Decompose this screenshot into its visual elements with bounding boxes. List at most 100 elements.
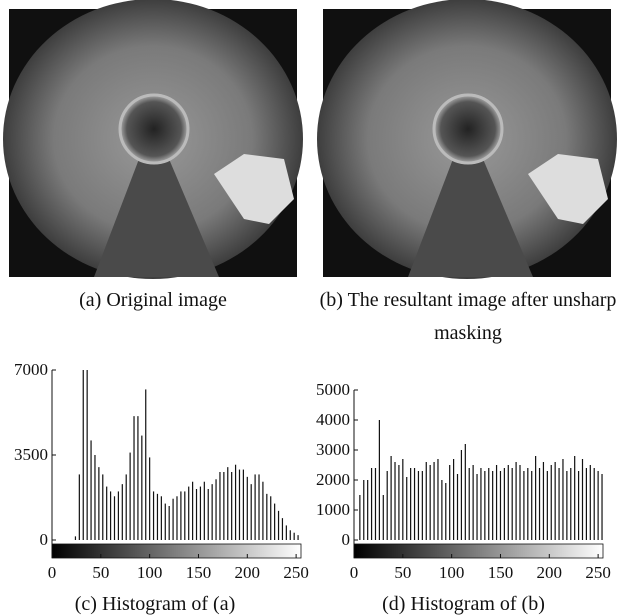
bar — [535, 456, 537, 540]
bar — [413, 468, 416, 540]
bar — [231, 472, 233, 540]
bar — [188, 486, 190, 540]
bar — [402, 459, 404, 540]
bar — [176, 496, 178, 540]
bar — [577, 471, 580, 540]
x-tick-label: 150 — [488, 563, 514, 582]
bar — [262, 481, 264, 540]
y-tick-label: 1000 — [316, 500, 350, 519]
bar — [113, 496, 116, 540]
bar — [460, 450, 463, 540]
bar — [285, 525, 287, 540]
x-tick-label: 250 — [283, 563, 309, 582]
caption: (d) Histogram of (b) — [382, 593, 545, 615]
bar — [589, 465, 591, 540]
bar — [289, 530, 291, 540]
colorbar — [353, 543, 604, 559]
bar — [581, 459, 584, 540]
bar — [90, 440, 92, 540]
bar — [133, 416, 135, 540]
caption: (b) The resultant image after unsharp ma… — [319, 289, 617, 344]
bar — [476, 474, 478, 540]
x-tick-label: 200 — [537, 563, 563, 582]
bar — [495, 465, 498, 540]
bar — [453, 459, 455, 540]
x-tick-label: 150 — [186, 563, 212, 582]
x-tick-label: 0 — [48, 563, 57, 582]
bar — [74, 536, 77, 540]
bar — [468, 468, 470, 540]
bar — [258, 474, 260, 540]
bar — [542, 462, 545, 540]
y-tick-label: 0 — [342, 530, 351, 549]
bar — [515, 462, 517, 540]
bar — [192, 481, 194, 540]
bar — [184, 491, 186, 540]
y-tick-label: 4000 — [316, 410, 350, 429]
bar — [492, 471, 494, 540]
bar — [597, 471, 599, 540]
colorbar — [51, 543, 302, 559]
caption: (c) Histogram of (a) — [74, 593, 236, 615]
x-tick-label: 250 — [585, 563, 611, 582]
bar — [145, 389, 147, 540]
bar — [270, 496, 272, 540]
bar — [250, 484, 252, 540]
bar — [180, 491, 182, 540]
bar — [149, 457, 151, 540]
bar — [550, 465, 552, 540]
bar — [480, 468, 482, 540]
bar — [429, 465, 431, 540]
bar — [117, 491, 119, 540]
bar — [417, 471, 420, 540]
bar — [98, 467, 100, 540]
bar — [274, 503, 276, 540]
y-tick-label: 2000 — [316, 470, 350, 489]
bar — [511, 468, 513, 540]
bar — [441, 480, 443, 540]
x-tick-label: 50 — [92, 563, 109, 582]
bar — [574, 456, 576, 540]
y-tick-label: 3500 — [14, 445, 48, 464]
x-tick-label: 50 — [394, 563, 411, 582]
bar — [503, 468, 505, 540]
bar — [464, 444, 466, 540]
bar — [86, 370, 88, 540]
bar — [363, 480, 365, 540]
bar — [141, 435, 143, 540]
bar — [254, 474, 256, 540]
bar — [297, 535, 299, 540]
y-tick-label: 7000 — [14, 360, 48, 379]
x-tick-label: 100 — [137, 563, 163, 582]
bar — [246, 476, 248, 540]
bar — [527, 468, 529, 540]
x-tick-label: 200 — [235, 563, 261, 582]
bar — [168, 506, 170, 540]
bar — [558, 468, 560, 540]
bar — [137, 416, 139, 540]
bar — [519, 465, 521, 540]
bar — [129, 452, 131, 540]
bar — [125, 474, 127, 540]
bar — [499, 471, 502, 540]
bar — [94, 455, 96, 540]
bar — [160, 496, 162, 540]
bar — [484, 471, 486, 540]
bar — [156, 493, 159, 540]
bar — [281, 518, 284, 540]
bar — [370, 468, 373, 540]
bar — [227, 467, 229, 540]
bar — [410, 468, 412, 540]
bar — [585, 468, 587, 540]
bar — [421, 471, 423, 540]
bar — [562, 459, 564, 540]
bar — [394, 462, 396, 540]
bar — [195, 489, 198, 540]
bar — [102, 474, 104, 540]
bar — [367, 480, 369, 540]
y-tick-label: 0 — [40, 530, 49, 549]
bar — [546, 471, 548, 540]
bar — [425, 462, 427, 540]
bar — [406, 477, 408, 540]
bar — [449, 465, 451, 540]
